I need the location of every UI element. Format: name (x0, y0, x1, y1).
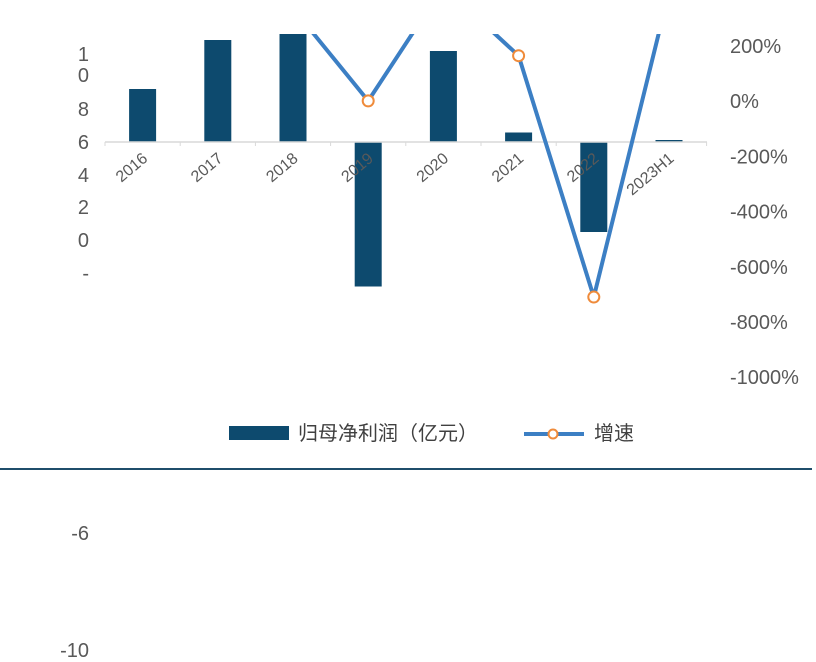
left-axis-tick: 8 (78, 99, 89, 121)
category-label: 2020 (414, 150, 452, 186)
growth-marker-2019 (361, 94, 375, 108)
bar-2020 (429, 51, 457, 142)
category-label: 2016 (113, 150, 151, 186)
growth-line (291, 0, 670, 300)
category-ticks (104, 142, 708, 146)
right-axis-tick: -800% (730, 312, 788, 334)
right-axis-tick: 0% (730, 91, 759, 113)
bar-2022 (580, 142, 608, 232)
bar-2019 (354, 142, 382, 287)
right-axis-tick: -600% (730, 257, 788, 279)
right-axis-tick: 200% (730, 36, 781, 58)
category-label: 2018 (263, 150, 301, 186)
bars-layer (129, 32, 683, 287)
left-axis-tick: -10 (60, 640, 89, 657)
left-axis-tick: 4 (78, 165, 89, 187)
category-label: 2017 (188, 150, 226, 186)
left-axis-tick: 2 (78, 197, 89, 219)
legend-line-marker (547, 428, 559, 440)
left-axis-tick: 6 (78, 132, 89, 154)
bar-2017 (204, 40, 232, 142)
top-mask (0, 0, 816, 34)
right-axis-tick: -1000% (730, 367, 799, 389)
left-axis-tick: 0 (78, 230, 89, 252)
legend-bar-label: 归母净利润（亿元） (298, 422, 478, 445)
left-axis-tick: 0 (78, 65, 89, 87)
legend-line-label: 增速 (594, 422, 634, 445)
bar-2016 (129, 89, 157, 142)
right-axis-tick: -400% (730, 202, 788, 224)
left-axis-tick: - (82, 263, 89, 285)
bar-2023H1 (655, 140, 683, 142)
bar-2021 (505, 132, 533, 142)
growth-line-layer (0, 0, 816, 304)
right-axis-tick: -200% (730, 146, 788, 168)
growth-marker-2021 (512, 49, 526, 63)
left-axis-tick: 1 (78, 44, 89, 66)
legend-bar-swatch (229, 426, 289, 440)
bar-2018 (279, 32, 307, 142)
left-axis-tick: -6 (71, 523, 89, 545)
category-label: 2021 (489, 150, 527, 186)
growth-marker-2022 (587, 290, 601, 304)
category-label: 2023H1 (624, 150, 678, 199)
chart-legend: 归母净利润（亿元） 增速 (229, 422, 634, 445)
right-axis: 200% 0% -200% -400% -600% -800% -1000% (730, 36, 799, 389)
